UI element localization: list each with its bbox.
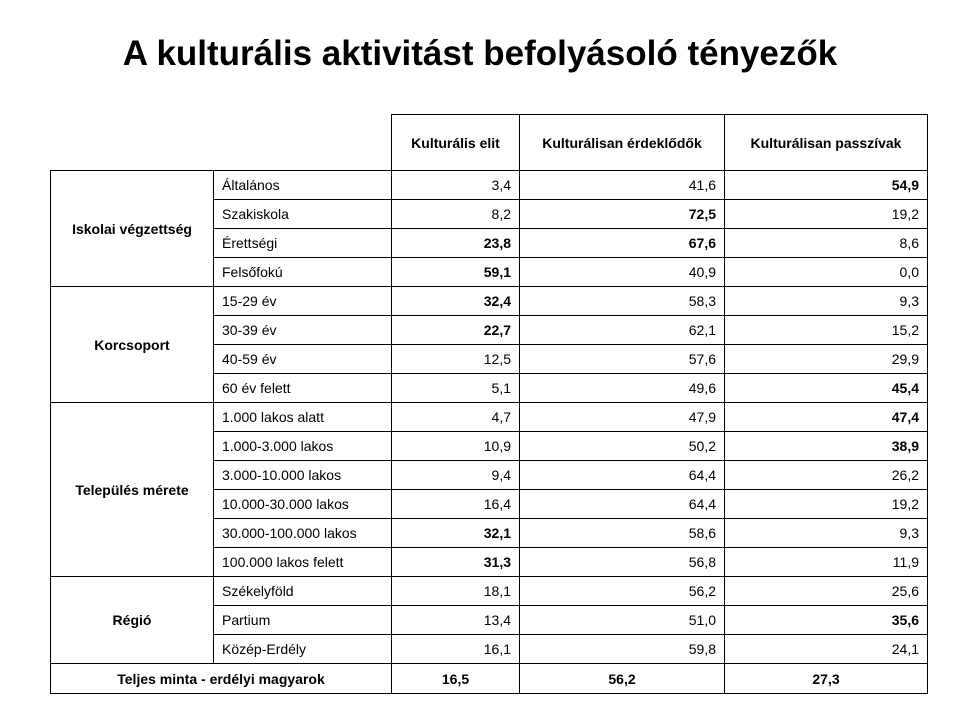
value-cell: 72,5 xyxy=(519,199,725,229)
value-cell: 3,4 xyxy=(391,170,520,200)
value-cell: 56,8 xyxy=(519,547,725,577)
value-cell: 49,6 xyxy=(519,373,725,403)
value-cell: 47,9 xyxy=(519,402,725,432)
group-label: Iskolai végzettség xyxy=(50,170,214,287)
value-cell: 19,2 xyxy=(724,199,928,229)
row-label: Székelyföld xyxy=(213,576,392,606)
row-label: Közép-Erdély xyxy=(213,634,392,664)
total-value: 56,2 xyxy=(519,663,725,694)
table-row: Érettségi 23,8 67,6 8,6 xyxy=(51,228,928,258)
value-cell: 40,9 xyxy=(519,257,725,287)
row-label: 1.000-3.000 lakos xyxy=(213,431,392,461)
row-label: 1.000 lakos alatt xyxy=(213,402,392,432)
row-label: Általános xyxy=(213,170,392,200)
table-row: Szakiskola 8,2 72,5 19,2 xyxy=(51,199,928,229)
value-cell: 38,9 xyxy=(724,431,928,461)
value-cell: 45,4 xyxy=(724,373,928,403)
row-label: Érettségi xyxy=(213,228,392,258)
column-header: Kulturális elit xyxy=(391,114,520,171)
value-cell: 31,3 xyxy=(391,547,520,577)
table-row: Iskolai végzettség Általános 3,4 41,6 54,9 xyxy=(50,170,928,287)
value-cell: 50,2 xyxy=(519,431,725,461)
value-cell: 9,3 xyxy=(724,286,928,316)
slide-title: A kulturális aktivitást befolyásoló tény… xyxy=(122,34,838,73)
table-row: Korcsoport 15-29 év 32,4 58,3 9,3 xyxy=(50,286,928,403)
value-cell: 32,4 xyxy=(391,286,520,316)
value-cell: 13,4 xyxy=(391,605,520,635)
row-label: Szakiskola xyxy=(213,199,392,229)
value-cell: 0,0 xyxy=(724,257,928,287)
header-row: Kulturális elit Kulturálisan érdeklődők … xyxy=(50,114,928,171)
data-table: Kulturális elit Kulturálisan érdeklődők … xyxy=(50,114,928,694)
value-cell: 64,4 xyxy=(519,489,725,519)
value-cell: 8,2 xyxy=(391,199,520,229)
total-value: 27,3 xyxy=(724,663,928,694)
value-cell: 18,1 xyxy=(391,576,520,606)
column-header: Kulturálisan érdeklődők xyxy=(519,114,725,171)
value-cell: 58,6 xyxy=(519,518,725,548)
value-cell: 54,9 xyxy=(724,170,928,200)
value-cell: 32,1 xyxy=(391,518,520,548)
table-row: 1.000-3.000 lakos 10,9 50,2 38,9 xyxy=(51,431,928,461)
table-row: 30-39 év 22,7 62,1 15,2 xyxy=(51,315,928,345)
value-cell: 16,1 xyxy=(391,634,520,664)
total-value: 16,5 xyxy=(391,663,520,694)
value-cell: 56,2 xyxy=(519,576,725,606)
value-cell: 10,9 xyxy=(391,431,520,461)
value-cell: 16,4 xyxy=(391,489,520,519)
value-cell: 29,9 xyxy=(724,344,928,374)
row-label: 10.000-30.000 lakos xyxy=(213,489,392,519)
row-label: Felsőfokú xyxy=(213,257,392,287)
value-cell: 11,9 xyxy=(724,547,928,577)
table-row: Partium 13,4 51,0 35,6 xyxy=(51,605,928,635)
row-label: 40-59 év xyxy=(213,344,392,374)
value-cell: 19,2 xyxy=(724,489,928,519)
table-row: Régió Székelyföld 18,1 56,2 25,6 xyxy=(50,576,928,664)
value-cell: 67,6 xyxy=(519,228,725,258)
value-cell: 26,2 xyxy=(724,460,928,490)
table-row: 60 év felett 5,1 49,6 45,4 xyxy=(51,373,928,403)
row-label: 3.000-10.000 lakos xyxy=(213,460,392,490)
value-cell: 23,8 xyxy=(391,228,520,258)
value-cell: 47,4 xyxy=(724,402,928,432)
value-cell: 5,1 xyxy=(391,373,520,403)
group-label: Korcsoport xyxy=(50,286,214,403)
value-cell: 62,1 xyxy=(519,315,725,345)
group-label: Régió xyxy=(50,576,214,664)
column-header: Kulturálisan passzívak xyxy=(724,114,928,171)
group-label: Település mérete xyxy=(50,402,214,577)
row-label: 15-29 év xyxy=(213,286,392,316)
row-label: 60 év felett xyxy=(213,373,392,403)
value-cell: 24,1 xyxy=(724,634,928,664)
value-cell: 25,6 xyxy=(724,576,928,606)
value-cell: 35,6 xyxy=(724,605,928,635)
row-label: 30-39 év xyxy=(213,315,392,345)
value-cell: 57,6 xyxy=(519,344,725,374)
total-row: Teljes minta - erdélyi magyarok 16,5 56,2 2… xyxy=(50,663,928,694)
value-cell: 4,7 xyxy=(391,402,520,432)
value-cell: 12,5 xyxy=(391,344,520,374)
value-cell: 51,0 xyxy=(519,605,725,635)
row-label: 30.000-100.000 lakos xyxy=(213,518,392,548)
table-row: Közép-Erdély 16,1 59,8 24,1 xyxy=(51,634,928,664)
value-cell: 59,1 xyxy=(391,257,520,287)
value-cell: 22,7 xyxy=(391,315,520,345)
table-row: 3.000-10.000 lakos 9,4 64,4 26,2 xyxy=(51,460,928,490)
value-cell: 8,6 xyxy=(724,228,928,258)
value-cell: 64,4 xyxy=(519,460,725,490)
table-row: 100.000 lakos felett 31,3 56,8 11,9 xyxy=(51,547,928,577)
value-cell: 41,6 xyxy=(519,170,725,200)
row-label: 100.000 lakos felett xyxy=(213,547,392,577)
value-cell: 58,3 xyxy=(519,286,725,316)
table-row: Felsőfokú 59,1 40,9 0,0 xyxy=(51,257,928,287)
blank-corner xyxy=(50,114,392,171)
value-cell: 9,3 xyxy=(724,518,928,548)
value-cell: 9,4 xyxy=(391,460,520,490)
table-row: 40-59 év 12,5 57,6 29,9 xyxy=(51,344,928,374)
total-label: Teljes minta - erdélyi magyarok xyxy=(50,663,392,694)
value-cell: 59,8 xyxy=(519,634,725,664)
value-cell: 15,2 xyxy=(724,315,928,345)
table-row: Település mérete 1.000 lakos alatt 4,7 47,9… xyxy=(50,402,928,577)
row-label: Partium xyxy=(213,605,392,635)
